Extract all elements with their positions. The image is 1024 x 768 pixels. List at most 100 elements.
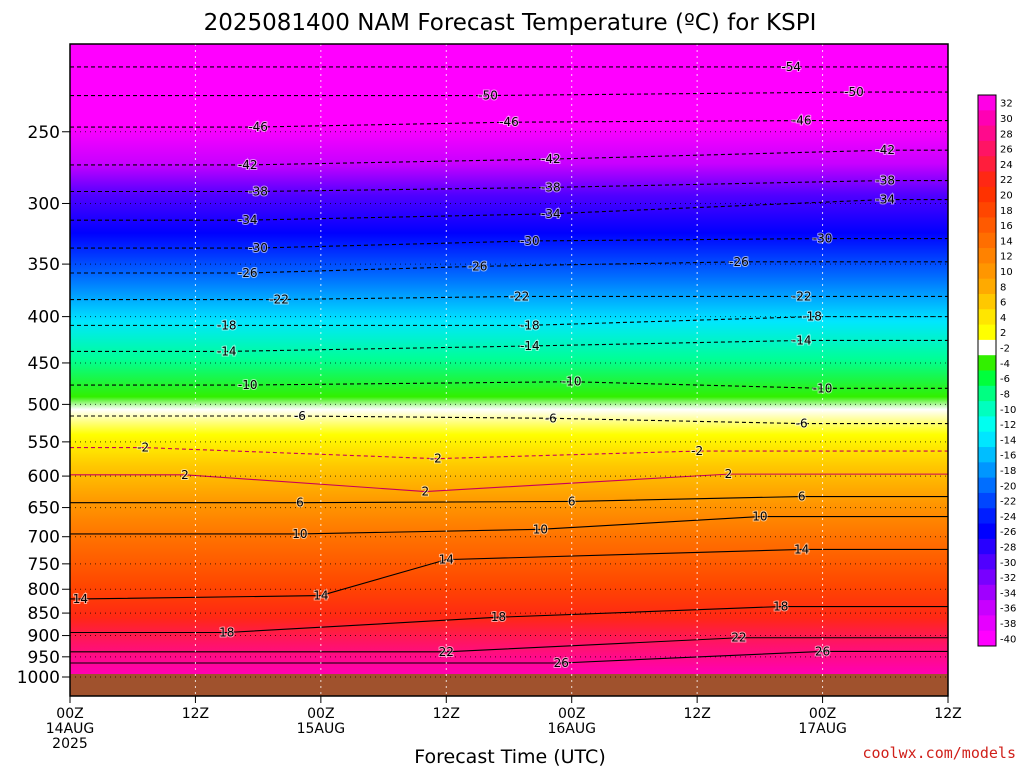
colorbar-swatch — [978, 554, 996, 570]
contour-label: 26 — [554, 656, 569, 670]
y-tick-label: 250 — [28, 123, 60, 143]
colorbar-swatch — [978, 309, 996, 326]
colorbar-swatch — [978, 447, 996, 463]
contour-label: 22 — [439, 645, 454, 659]
x-tick-label: 00Z — [558, 706, 585, 722]
contour-line — [70, 415, 948, 425]
colorbar-label: 18 — [1000, 206, 1013, 217]
colorbar-label: -26 — [1000, 527, 1016, 538]
contour-label: -22 — [792, 289, 812, 303]
contour-line — [70, 261, 948, 274]
y-axis: 250 300 350 400 450 500 550 600 650 700 750 800 850 9… — [17, 123, 70, 688]
x-axis-label: Forecast Time (UTC) — [414, 746, 605, 768]
contour-label: -42 — [875, 143, 895, 157]
contour-label: -14 — [217, 344, 237, 358]
y-tick-label: 1000 — [17, 668, 60, 688]
contour-line — [70, 650, 948, 664]
colorbar-swatch — [978, 508, 996, 525]
contour-line — [70, 515, 948, 535]
contour-label: -10 — [562, 375, 582, 389]
colorbar-swatch — [978, 248, 996, 264]
contour-label: 26 — [815, 644, 830, 658]
colorbar-label: 2 — [1000, 328, 1006, 339]
y-tick-label: 300 — [28, 194, 60, 214]
colorbar-swatch — [978, 140, 996, 157]
colorbar-label: -30 — [1000, 558, 1016, 569]
contour-label: 18 — [491, 610, 506, 624]
colorbar-label: 32 — [1000, 99, 1013, 110]
y-tick-label: 750 — [28, 555, 60, 575]
contour-label: -10 — [813, 381, 833, 395]
contour-label: 18 — [219, 625, 234, 639]
x-tick-label: 12Z — [433, 706, 460, 722]
colorbar-swatch — [978, 569, 996, 586]
colorbar-swatch — [978, 217, 996, 234]
colorbar-swatch — [978, 186, 996, 203]
x-tick-label: 00Z — [809, 706, 836, 722]
colorbar-swatch — [978, 477, 996, 494]
y-tick-label: 800 — [28, 580, 60, 600]
colorbar-swatch — [978, 324, 996, 341]
colorbar-label: 20 — [1000, 190, 1013, 201]
colorbar-label: -4 — [1000, 359, 1010, 370]
x-tick-label: 16AUG — [547, 721, 596, 737]
contour-label: -14 — [792, 333, 812, 347]
grid-lines — [70, 44, 948, 696]
contour-label: -46 — [792, 114, 812, 128]
y-tick-label: 700 — [28, 528, 60, 548]
contour-label: 14 — [794, 542, 809, 556]
contour-label: -6 — [294, 409, 306, 423]
contour-line — [70, 198, 948, 221]
contour-label: -6 — [545, 411, 557, 425]
colorbar-swatch — [978, 462, 996, 479]
contour-label: -30 — [813, 232, 833, 246]
contour-label: 2 — [181, 468, 189, 482]
x-tick-label: 14AUG — [46, 721, 95, 737]
contour-label: 6 — [296, 496, 304, 510]
temperature-field — [70, 44, 948, 674]
contour-label: -34 — [875, 193, 895, 207]
colorbar-label: 12 — [1000, 252, 1013, 263]
credit-text: coolwx.com/models — [862, 744, 1016, 762]
colorbar-swatch — [978, 401, 996, 417]
colorbar-label: -20 — [1000, 481, 1016, 492]
x-tick-label: 12Z — [182, 706, 209, 722]
contour-label: -34 — [541, 207, 561, 221]
contour-label: -2 — [691, 444, 703, 458]
colorbar-swatch — [978, 523, 996, 540]
y-tick-label: 650 — [28, 499, 60, 519]
colorbar-label: -38 — [1000, 619, 1016, 630]
colorbar-swatch — [978, 263, 996, 280]
contour-label: 14 — [313, 589, 328, 603]
colorbar-label: -14 — [1000, 435, 1016, 446]
y-tick-label: 600 — [28, 467, 60, 487]
contour-label: -54 — [781, 60, 801, 74]
contour-line — [70, 339, 948, 352]
y-tick-label: 900 — [28, 627, 60, 647]
contour-label: 14 — [439, 553, 454, 567]
contour-label: -46 — [499, 115, 519, 129]
contour-line — [70, 316, 948, 326]
colorbar-swatch — [978, 232, 996, 249]
contour-label: -18 — [802, 310, 822, 324]
colorbar-swatch — [978, 600, 996, 616]
contour-line — [70, 548, 948, 600]
contour-label: -38 — [248, 184, 268, 198]
colorbar-label: 16 — [1000, 221, 1013, 232]
colorbar-label: -36 — [1000, 604, 1016, 615]
colorbar: 32 30 28 26 24 22 20 18 16 14 12 10 8 6 4 2 -2 -4 -6 -8 -10 -… — [977, 94, 1016, 647]
contour-label: -22 — [269, 293, 289, 307]
colorbar-swatch — [978, 202, 996, 218]
contour-line — [70, 238, 948, 249]
x-tick-label: 15AUG — [297, 721, 346, 737]
colorbar-label: -8 — [1000, 389, 1010, 400]
contour-label: -50 — [478, 89, 498, 103]
colorbar-swatch — [978, 278, 996, 295]
ground-surface — [70, 674, 948, 696]
contour-label: -26 — [729, 255, 749, 269]
colorbar-frame — [977, 94, 997, 647]
contour-label: -30 — [248, 241, 268, 255]
x-tick-label: 17AUG — [798, 721, 847, 737]
colorbar-label: 14 — [1000, 236, 1013, 247]
